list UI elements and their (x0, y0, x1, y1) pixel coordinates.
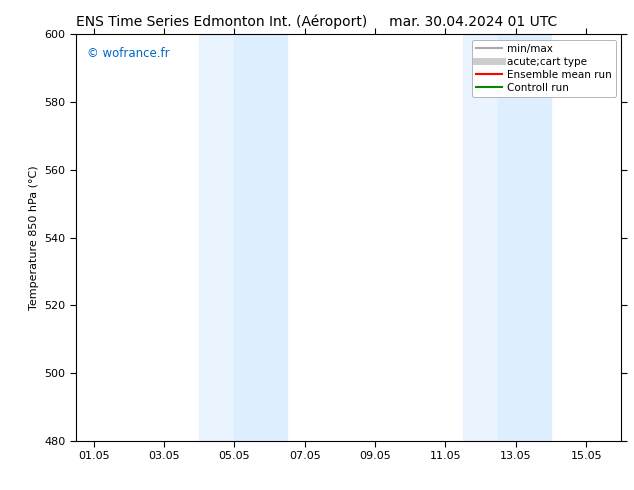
Bar (199, 34, 235, 441)
Legend: min/max, acute;cart type, Ensemble mean run, Controll run: min/max, acute;cart type, Ensemble mean … (472, 40, 616, 97)
Bar (235, 34, 287, 441)
Text: © wofrance.fr: © wofrance.fr (87, 47, 170, 59)
Y-axis label: Temperature 850 hPa (°C): Temperature 850 hPa (°C) (29, 165, 39, 310)
Bar (463, 34, 498, 441)
Bar (498, 34, 551, 441)
Text: ENS Time Series Edmonton Int. (Aéroport)     mar. 30.04.2024 01 UTC: ENS Time Series Edmonton Int. (Aéroport)… (76, 15, 558, 29)
